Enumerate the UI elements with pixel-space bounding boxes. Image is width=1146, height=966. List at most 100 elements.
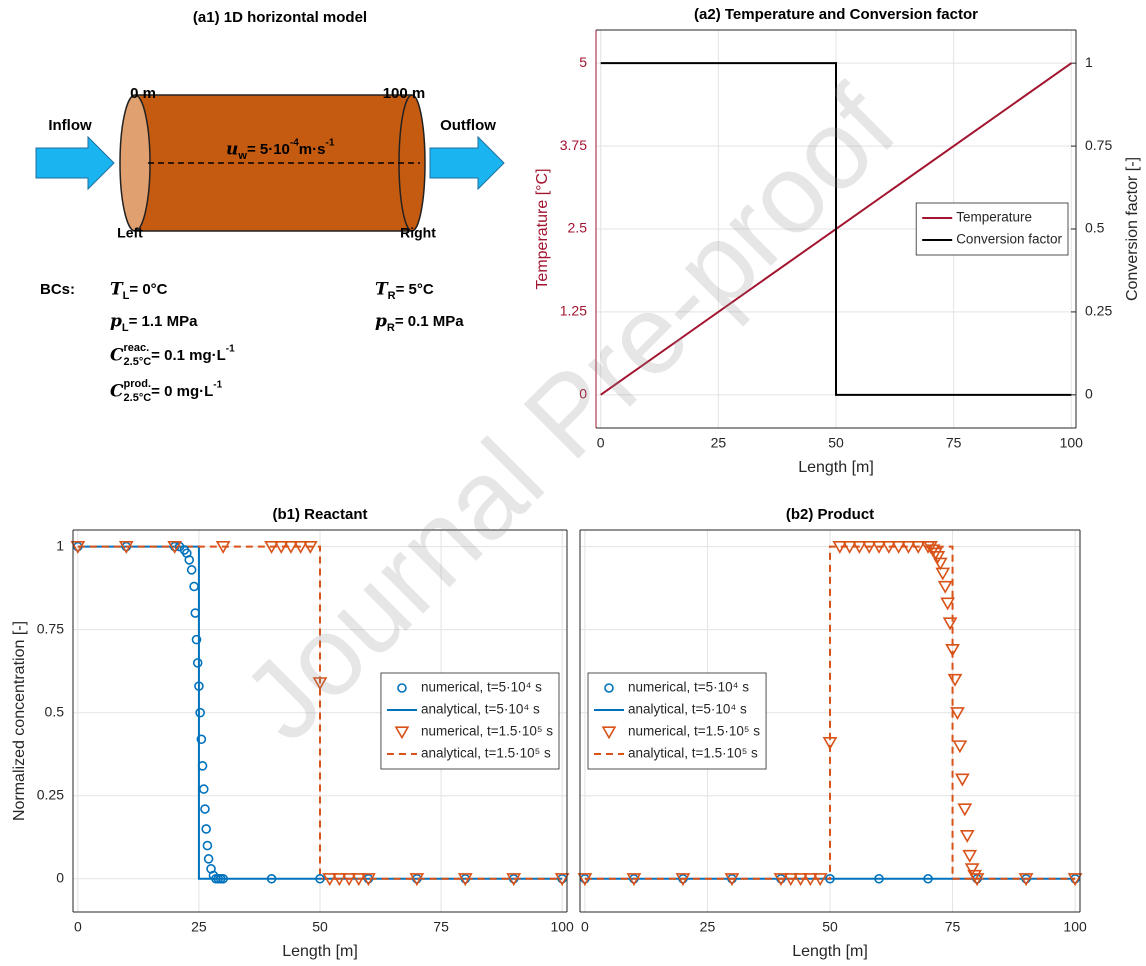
marker (793, 873, 808, 887)
marker (341, 873, 357, 887)
bcs-label: BCs: (40, 281, 75, 298)
marker (190, 608, 201, 618)
boundary-condition-symbol: C (110, 346, 124, 366)
velocity-sub: w (237, 150, 247, 162)
marker (167, 541, 183, 554)
chart: 0 25 50 75 100 (b2) Product Length [m] numerica… (577, 506, 1087, 960)
y-tick-label: 2.5 (568, 220, 588, 236)
marker (959, 829, 975, 843)
boundary-condition-sub: R (388, 290, 396, 302)
right-label: Right (400, 225, 436, 241)
marker (215, 541, 231, 554)
boundary-condition-sub: L (123, 290, 130, 302)
marker (189, 581, 199, 592)
marker (910, 541, 926, 554)
marker (192, 658, 203, 668)
marker (940, 597, 956, 611)
marker (197, 761, 208, 771)
marker (950, 707, 965, 721)
velocity-unit: m·s (299, 141, 326, 158)
velocity-symbol: u (226, 140, 238, 160)
legend-label: numerical, t=1.5·10⁵ s (421, 724, 553, 739)
x-tick-label: 25 (191, 919, 207, 935)
marker (937, 580, 953, 594)
marker (871, 541, 887, 554)
marker (312, 677, 328, 691)
boundary-condition-symbol: C (110, 382, 124, 402)
y-axis-label: Normalized concentration [-] (11, 621, 28, 821)
y-tick-label: 0.75 (37, 620, 64, 636)
cylinder-left-face (119, 94, 151, 232)
marker (577, 873, 593, 887)
marker (825, 873, 835, 884)
marker (783, 873, 799, 887)
marker (198, 784, 209, 794)
marker (954, 773, 970, 787)
marker (675, 873, 691, 887)
marker (901, 541, 916, 554)
diagram-title: (a1) 1D horizontal model (193, 9, 367, 26)
model-diagram: (a1) 1D horizontal model Inflow 0 m 100 … (35, 9, 505, 404)
marker (962, 849, 978, 863)
legend-label: numerical, t=5·10⁴ s (628, 680, 749, 695)
y-tick-label: 0.5 (45, 703, 65, 719)
marker (195, 707, 205, 718)
marker (200, 804, 210, 814)
x-tick-label: 75 (946, 435, 962, 451)
marker (1018, 873, 1034, 887)
legend: Temperature Conversion factor (915, 202, 1069, 256)
legend-label: numerical, t=5·10⁴ s (421, 680, 542, 695)
boundary-condition-text: = 0 mg·L (151, 383, 213, 400)
marker (930, 550, 946, 564)
velocity-exp: -4 (290, 138, 299, 149)
marker (942, 617, 958, 631)
legend: numerical, t=5·10⁴ s analytical, t=5·10⁴ … (380, 672, 560, 770)
y2-tick-label: 0.25 (1085, 303, 1112, 319)
x-tick-label: 25 (711, 435, 727, 451)
marker (935, 567, 951, 581)
marker (322, 873, 338, 887)
marker (196, 734, 207, 745)
boundary-condition-symbol: p (110, 312, 122, 332)
marker (409, 873, 425, 887)
x-axis-label: Length [m] (798, 459, 874, 476)
marker (832, 541, 848, 554)
legend-swatch (397, 683, 407, 693)
y2-tick-label: 0 (1085, 386, 1093, 402)
marker (891, 541, 907, 554)
x-tick-label: 50 (822, 919, 838, 935)
outflow-label: Outflow (440, 117, 496, 134)
marker (861, 541, 877, 554)
marker (186, 565, 197, 575)
legend-box (915, 202, 1069, 256)
boundary-condition-symbol: p (375, 312, 387, 332)
x-tick-label: 75 (945, 919, 961, 935)
marker (293, 541, 309, 554)
boundary-condition-text: = 0.1 mg·L (151, 347, 226, 364)
marker (554, 873, 570, 887)
y-tick-label: 0 (579, 386, 587, 402)
marker (218, 873, 228, 884)
legend-label: Temperature (956, 210, 1032, 225)
legend-label: analytical, t=1.5·10⁵ s (628, 746, 758, 761)
marker (194, 681, 204, 691)
marker (283, 541, 299, 554)
inflow-label: Inflow (48, 117, 92, 134)
x-axis-label: Length [m] (792, 943, 868, 960)
marker (947, 673, 963, 687)
boundary-condition-sub: R (387, 322, 395, 334)
marker (118, 541, 134, 554)
marker (315, 873, 325, 884)
boundary-condition-sup: prod. (124, 378, 152, 390)
marker (1067, 873, 1083, 887)
left-position: 0 m (130, 85, 156, 102)
marker (626, 873, 642, 887)
boundary-condition-exp: -1 (226, 344, 235, 355)
marker (184, 555, 195, 565)
x-tick-label: 75 (433, 919, 449, 935)
marker (724, 873, 740, 887)
x-tick-label: 100 (550, 919, 574, 935)
legend-label: Conversion factor (956, 232, 1062, 247)
boundary-condition-text: = 0.1 MPa (395, 313, 464, 330)
marker (264, 541, 279, 554)
